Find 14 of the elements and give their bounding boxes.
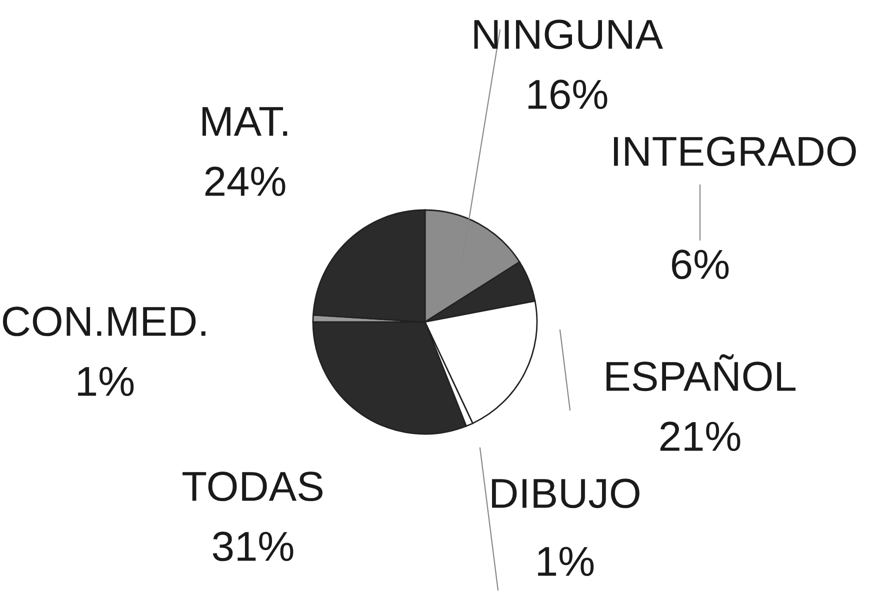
data-label: 21% bbox=[660, 422, 740, 452]
slice-label: TODAS bbox=[182, 472, 322, 502]
data-label: 24% bbox=[205, 166, 286, 196]
data-label: 1% bbox=[78, 366, 134, 396]
slice-label: INTEGRADO bbox=[614, 136, 856, 166]
data-label: 31% bbox=[212, 532, 294, 562]
slice-label: NINGUNA bbox=[474, 20, 663, 50]
slice-label: DIBUJO bbox=[492, 478, 640, 508]
data-label: 16% bbox=[528, 80, 608, 110]
data-label: 6% bbox=[672, 250, 729, 280]
data-label: 1% bbox=[538, 546, 594, 576]
slice-label: CON.MED. bbox=[2, 306, 206, 336]
slice-label: MAT. bbox=[202, 107, 288, 136]
slice-label: ESPAÑOL bbox=[606, 354, 796, 392]
